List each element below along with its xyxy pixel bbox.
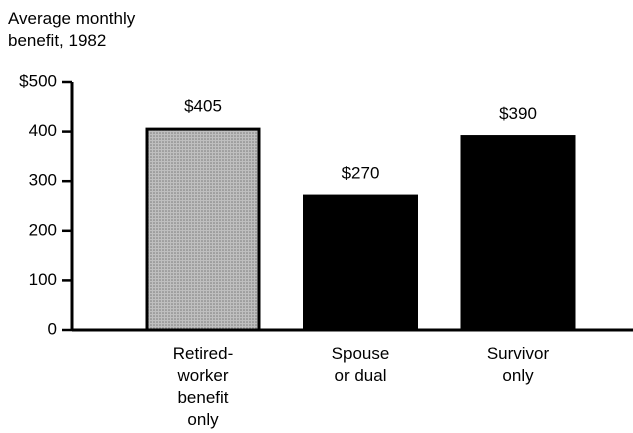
- y-tick-label: 200: [29, 220, 57, 239]
- x-tick-label: Retired- worker benefit only: [172, 344, 234, 429]
- y-tick-label: 300: [29, 171, 57, 190]
- chart-title: Average monthly benefit, 1982: [8, 9, 136, 50]
- value-label: $270: [342, 164, 380, 183]
- bar: [303, 194, 418, 332]
- bar: [460, 135, 576, 332]
- x-tick-label: Survivor only: [486, 344, 550, 385]
- y-tick-label: 0: [48, 319, 57, 338]
- x-tick-label: Spouse or dual: [331, 344, 390, 385]
- y-tick-label: 100: [29, 270, 57, 289]
- value-label: $405: [184, 97, 222, 116]
- y-tick-label: $500: [19, 71, 57, 90]
- bar-texture: [148, 130, 258, 329]
- y-tick-label: 400: [29, 121, 57, 140]
- value-label: $390: [499, 104, 537, 123]
